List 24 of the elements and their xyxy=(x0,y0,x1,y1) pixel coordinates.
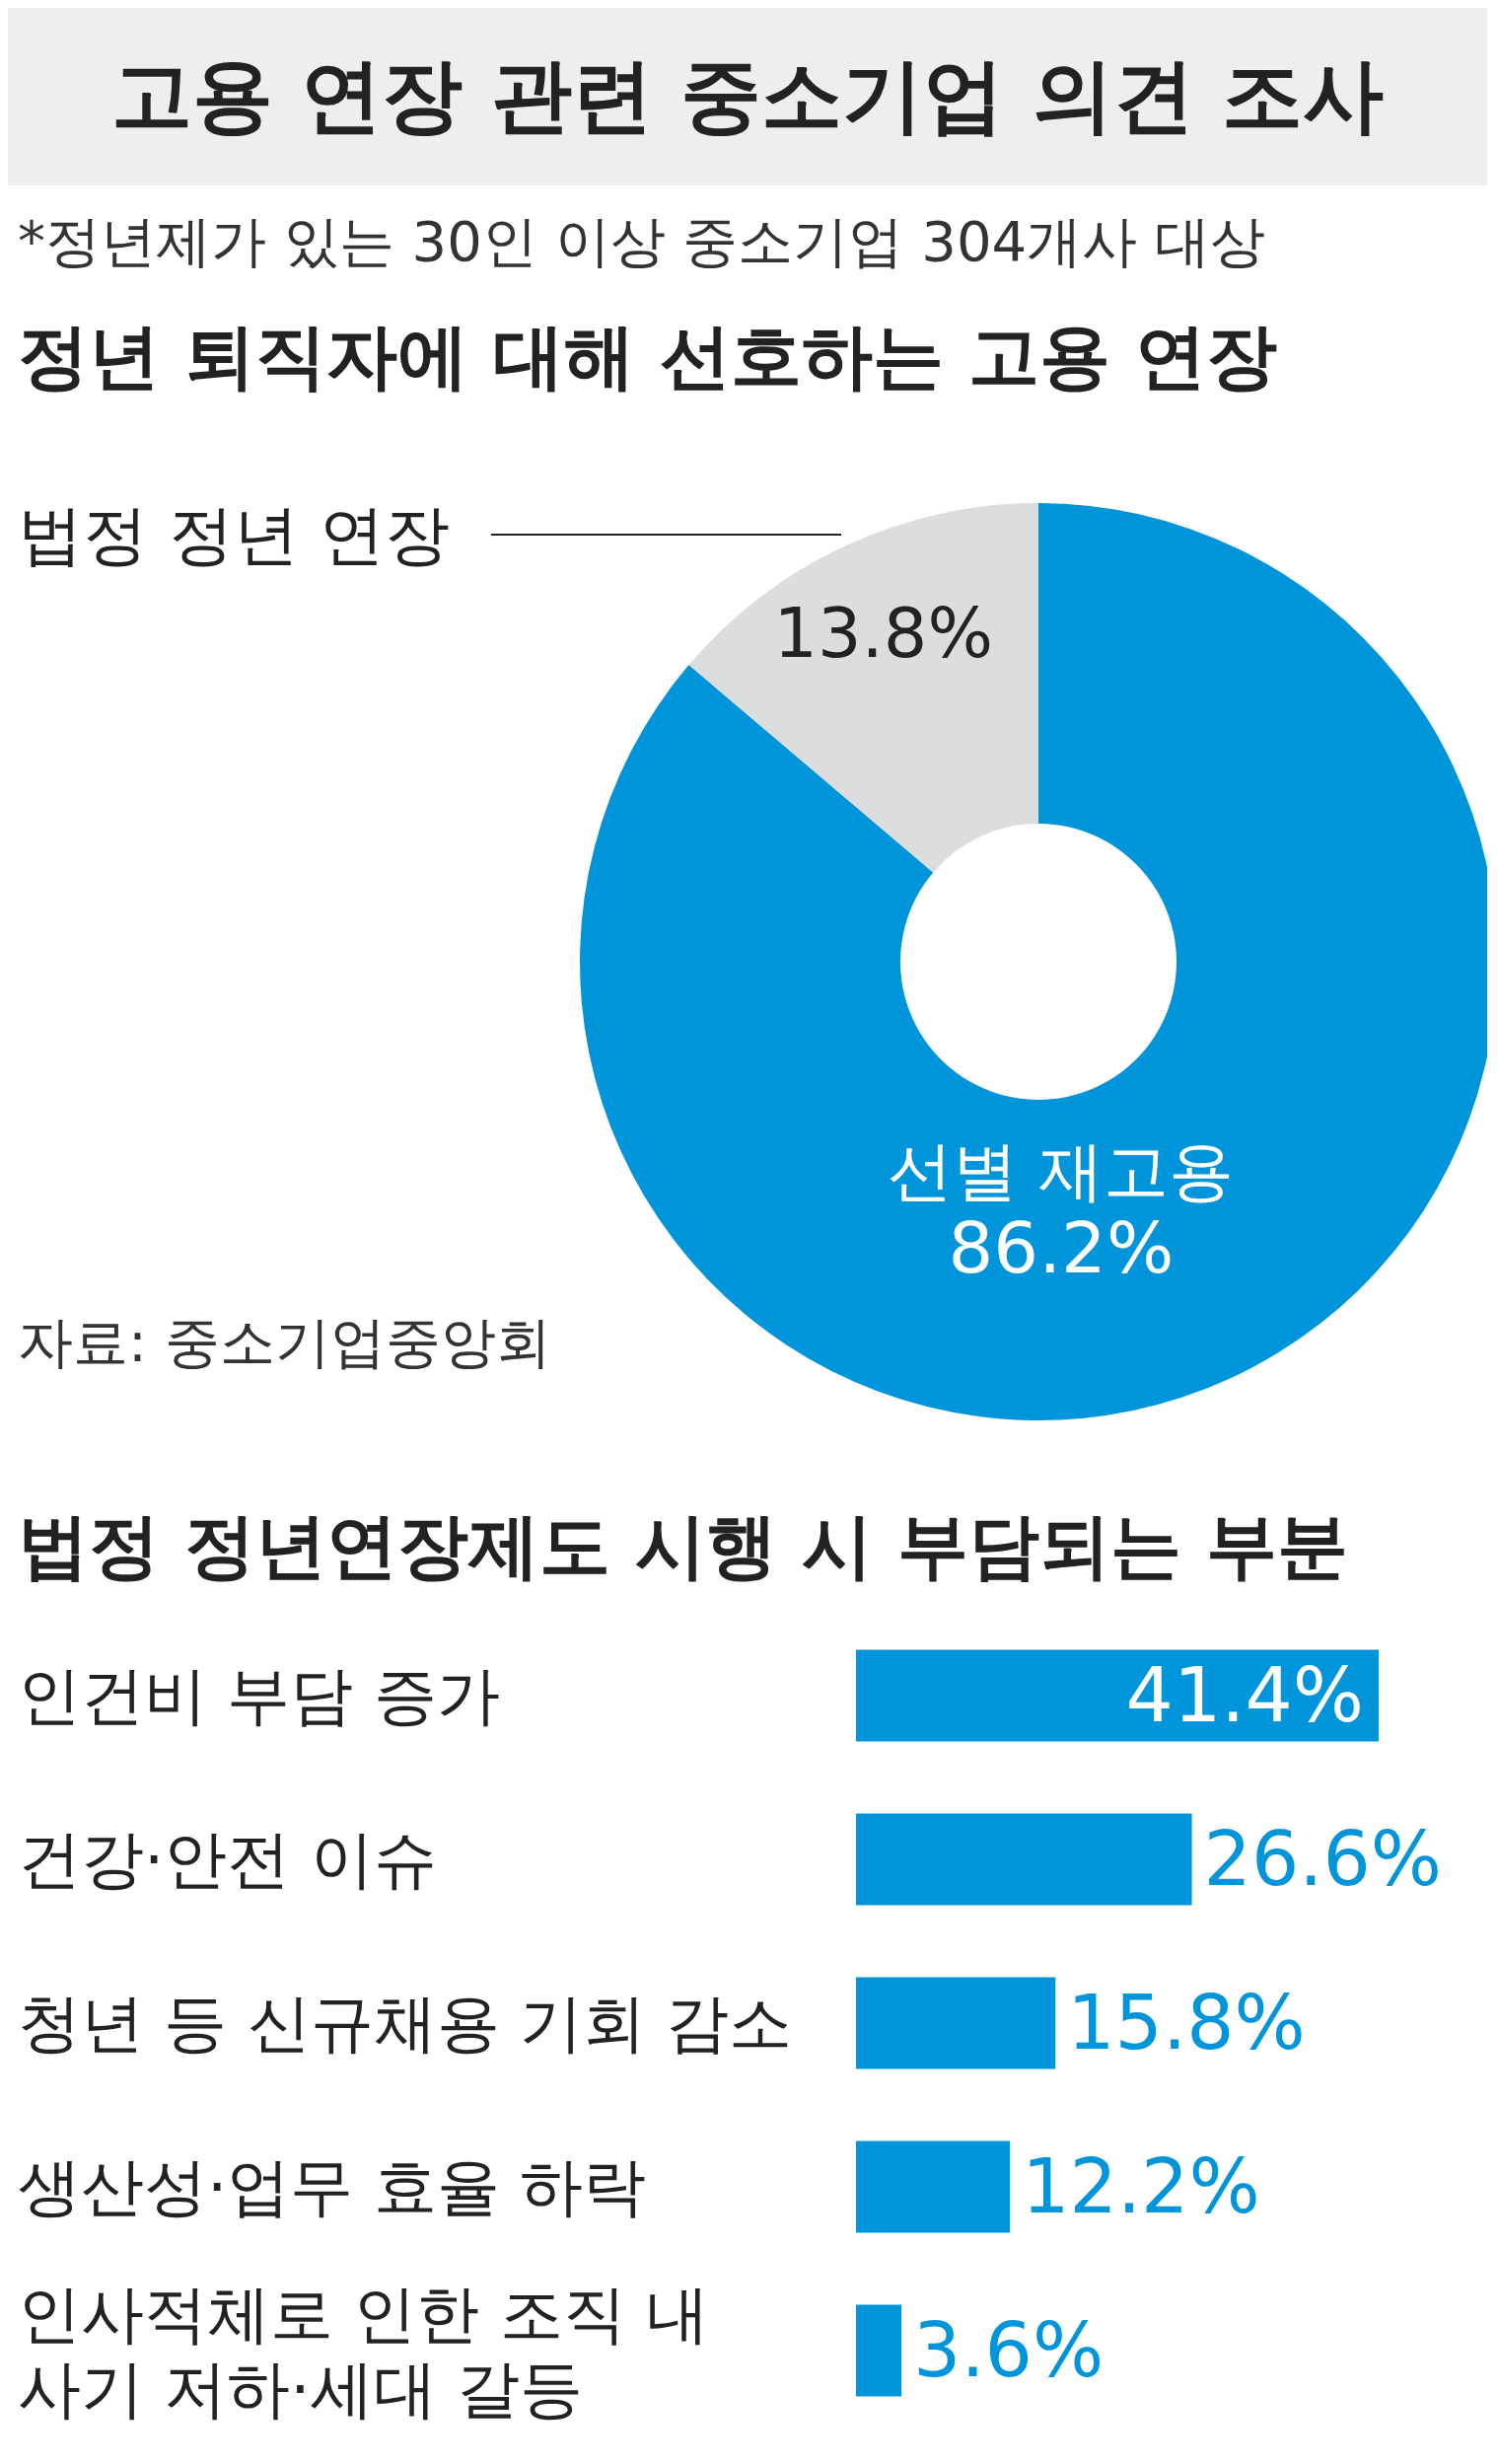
y-tick-label: 건강·안전 이슈 xyxy=(18,1823,437,1896)
data-label: 12.2% xyxy=(1022,2142,1260,2231)
data-label: 13.8% xyxy=(773,593,993,675)
chart-title: 정년 퇴직자에 대해 선호하는 고용 연장 xyxy=(17,314,1279,399)
text: 자료: 중소기업중앙회 xyxy=(18,1309,551,1376)
bar xyxy=(856,2304,902,2397)
chart-title: 법정 정년연장제도 시행 시 부담되는 부분 xyxy=(17,1503,1350,1589)
data-label: 3.6% xyxy=(913,2306,1105,2395)
y-tick-label: 생산성·업무 효율 하락 xyxy=(18,2150,647,2223)
bar xyxy=(856,1649,1379,1742)
y-tick-label: 청년 등 신규채용 기회 감소 xyxy=(18,1987,793,2060)
text: 고용 연장 관련 중소기업 의견 조사 xyxy=(8,8,1487,185)
bar xyxy=(856,2140,1011,2233)
y-tick-label: 인사적체로 인한 조직 내 사기 저하·세대 갈등 xyxy=(18,2278,710,2426)
data-label: 86.2% xyxy=(948,1206,1175,1289)
text: *정년제가 있는 30인 이상 중소기업 304개사 대상 xyxy=(17,208,1266,275)
y-tick-label: 인건비 부담 증가 xyxy=(18,1659,500,1732)
slice-label: 법정 정년 연장 xyxy=(18,497,450,573)
bar xyxy=(856,1813,1192,1906)
data-label: 15.8% xyxy=(1067,1979,1306,2067)
slice-label: 선별 재고용 xyxy=(888,1133,1235,1209)
bar xyxy=(856,1977,1056,2069)
data-label: 41.4% xyxy=(1125,1651,1364,1740)
data-label: 26.6% xyxy=(1203,1815,1442,1904)
